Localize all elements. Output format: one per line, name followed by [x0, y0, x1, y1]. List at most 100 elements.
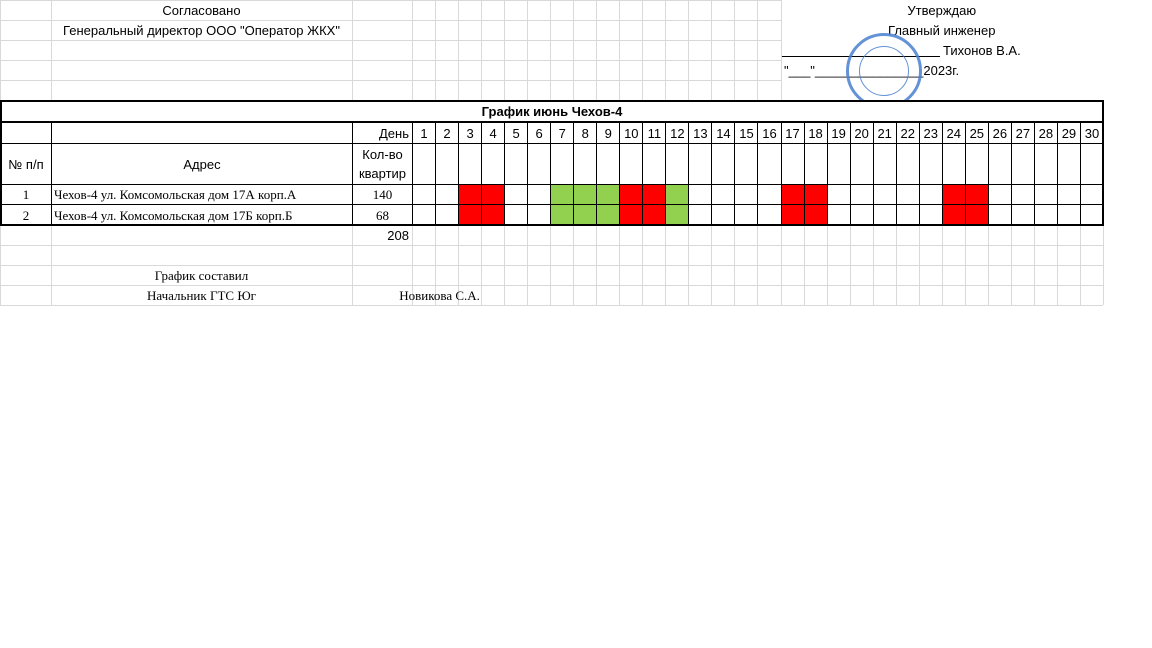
gridline	[0, 0, 1103, 1]
schedule-red	[481, 184, 506, 205]
schedule-green	[573, 204, 598, 226]
schedule-red	[642, 184, 667, 205]
schedule-empty	[688, 204, 713, 226]
day-cell	[435, 143, 460, 185]
schedule-empty	[435, 184, 460, 205]
day-cell	[826, 143, 851, 185]
day-number: 16	[757, 122, 782, 144]
gridline	[0, 80, 1103, 81]
schedule-empty	[527, 204, 552, 226]
schedule-red	[964, 204, 989, 226]
schedule-green	[550, 184, 575, 205]
approver-name: Тихонов В.А.	[943, 42, 1021, 58]
schedule-empty	[711, 204, 736, 226]
day-number: 23	[918, 122, 943, 144]
gridline	[0, 40, 1103, 41]
schedule-empty	[872, 204, 897, 226]
day-cell	[688, 143, 713, 185]
schedule-green	[665, 204, 690, 226]
day-cell	[642, 143, 667, 185]
day-number: 13	[688, 122, 713, 144]
header-cell	[51, 122, 353, 144]
schedule-empty	[918, 184, 943, 205]
schedule-empty	[918, 204, 943, 226]
day-cell	[941, 143, 966, 185]
schedule-empty	[1056, 184, 1081, 205]
address: Чехов-4 ул. Комсомольская дом 17А корп.А	[51, 184, 353, 205]
day-cell	[757, 143, 782, 185]
day-number: 22	[895, 122, 920, 144]
schedule-empty	[734, 204, 759, 226]
apartments: 140	[352, 184, 413, 205]
approval-position: Генеральный директор ООО "Оператор ЖКХ"	[63, 22, 340, 38]
day-cell	[458, 143, 483, 185]
day-cell	[711, 143, 736, 185]
schedule-empty	[435, 204, 460, 226]
schedule-empty	[1079, 204, 1104, 226]
schedule-empty	[734, 184, 759, 205]
schedule-red	[619, 184, 644, 205]
footer-position: Начальник ГТС Юг	[146, 287, 257, 303]
day-cell	[803, 143, 828, 185]
address-header: Адрес	[51, 143, 353, 185]
schedule-empty	[504, 184, 529, 205]
footer-name: Новикова С.А.	[399, 287, 480, 303]
schedule-empty	[1010, 184, 1035, 205]
schedule-red	[803, 204, 828, 226]
schedule-red	[803, 184, 828, 205]
day-number: 4	[481, 122, 506, 144]
apartments: 68	[352, 204, 413, 226]
day-number: 14	[711, 122, 736, 144]
stamp	[846, 33, 922, 109]
day-cell	[964, 143, 989, 185]
schedule-red	[780, 184, 805, 205]
day-cell	[481, 143, 506, 185]
schedule-empty	[987, 204, 1012, 226]
schedule-red	[458, 184, 483, 205]
day-cell	[1056, 143, 1081, 185]
day-number: 7	[550, 122, 575, 144]
day-number: 18	[803, 122, 828, 144]
row-number: 1	[0, 184, 52, 205]
header-cell	[0, 122, 52, 144]
schedule-red	[481, 204, 506, 226]
day-number: 9	[596, 122, 621, 144]
schedule-empty	[412, 204, 437, 226]
schedule-green	[550, 204, 575, 226]
day-header: День	[352, 122, 413, 144]
schedule-empty	[527, 184, 552, 205]
day-cell	[504, 143, 529, 185]
schedule-green	[596, 184, 621, 205]
day-cell	[573, 143, 598, 185]
schedule-empty	[826, 184, 851, 205]
day-cell	[895, 143, 920, 185]
schedule-green	[596, 204, 621, 226]
schedule-green	[665, 184, 690, 205]
approval-position: Главный инженер	[888, 22, 996, 38]
day-number: 12	[665, 122, 690, 144]
schedule-red	[458, 204, 483, 226]
day-number: 8	[573, 122, 598, 144]
gridline	[0, 265, 1103, 266]
day-cell	[596, 143, 621, 185]
day-cell	[1079, 143, 1104, 185]
row-number: 2	[0, 204, 52, 226]
day-number: 5	[504, 122, 529, 144]
day-cell	[734, 143, 759, 185]
address: Чехов-4 ул. Комсомольская дом 17Б корп.Б	[51, 204, 353, 226]
schedule-red	[941, 184, 966, 205]
gridline	[0, 20, 1103, 21]
gridline	[0, 60, 1103, 61]
schedule-empty	[872, 184, 897, 205]
day-number: 17	[780, 122, 805, 144]
approval-title: Утверждаю	[907, 2, 977, 18]
merged-area	[781, 0, 1104, 100]
table-title: График июнь Чехов-4	[0, 100, 1104, 123]
schedule-empty	[757, 184, 782, 205]
day-cell	[550, 143, 575, 185]
schedule-empty	[1010, 204, 1035, 226]
day-number: 1	[412, 122, 437, 144]
footer-label: График составил	[154, 267, 249, 283]
day-number: 19	[826, 122, 851, 144]
